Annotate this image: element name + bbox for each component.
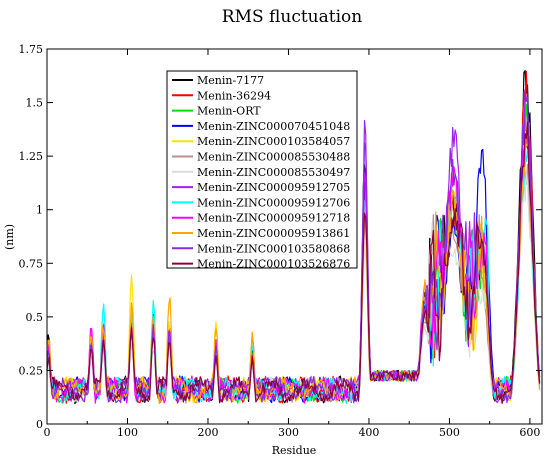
legend-label: Menin-ZINC000095912705 — [197, 181, 350, 194]
y-axis-label: (nm) — [3, 224, 16, 250]
x-tick-label: 600 — [519, 426, 540, 439]
legend-label: Menin-ZINC000095913861 — [197, 227, 350, 240]
y-tick-label: 0.75 — [19, 257, 44, 270]
y-tick-label: 0.25 — [19, 364, 44, 377]
legend-label: Menin-ZINC000103584057 — [197, 135, 350, 148]
y-tick-label: 1 — [36, 204, 43, 217]
legend-label: Menin-ZINC000103526876 — [197, 258, 350, 271]
y-tick-label: 0 — [36, 418, 43, 431]
series-line — [46, 121, 541, 404]
y-tick-label: 1.25 — [19, 150, 44, 163]
x-tick-label: 0 — [44, 426, 51, 439]
x-tick-label: 500 — [439, 426, 460, 439]
legend-label: Menin-ZINC000095912718 — [197, 212, 350, 225]
y-tick-label: 0.5 — [26, 311, 44, 324]
legend-label: Menin-36294 — [197, 89, 271, 102]
y-tick-label: 1.75 — [19, 43, 44, 56]
legend-box — [166, 70, 358, 269]
legend: Menin-7177 Menin-36294 Menin-ORT Menin-ZINC… — [166, 70, 358, 271]
legend-label: Menin-ZINC000103580868 — [197, 242, 350, 255]
y-tick-label: 1.5 — [26, 97, 44, 110]
chart-title: RMS fluctuation — [222, 7, 362, 27]
legend-label: Menin-ZINC000070451048 — [197, 120, 350, 133]
ticks-layer: 0 100 200 300 400 500 600 0 0.25 0.5 0.75 1 1.25 1.5 1… — [19, 43, 542, 439]
legend-label: Menin-7177 — [197, 74, 264, 87]
x-tick-label: 200 — [197, 426, 218, 439]
legend-label: Menin-ZINC000095912706 — [197, 196, 350, 209]
x-tick-label: 100 — [117, 426, 138, 439]
x-tick-label: 300 — [278, 426, 299, 439]
legend-label: Menin-ZINC000085530497 — [197, 166, 350, 179]
legend-label: Menin-ORT — [197, 105, 261, 118]
plot-frame — [46, 48, 543, 425]
series-layer — [46, 69, 541, 405]
x-tick-label: 400 — [358, 426, 379, 439]
x-axis-label: Residue — [272, 444, 317, 457]
legend-label: Menin-ZINC000085530488 — [197, 151, 350, 164]
